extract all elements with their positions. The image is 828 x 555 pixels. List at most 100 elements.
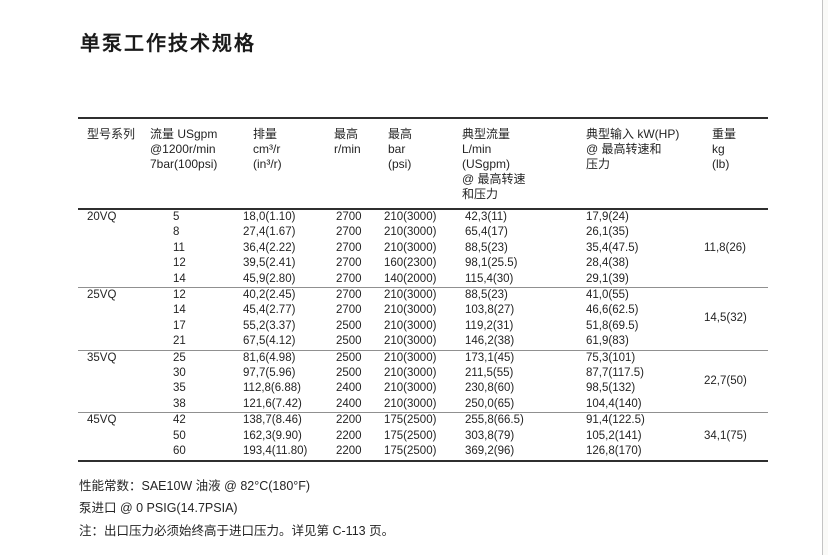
model-series-cell: 45VQ: [78, 412, 150, 461]
max-speed-cell: 2400: [336, 397, 362, 410]
typical-flow-cell: 42,3(11): [450, 208, 585, 226]
max-speed-cell: 2200: [336, 445, 362, 458]
max-speed-cell: 2700: [336, 241, 362, 254]
note-pump-inlet: 泵进口 @ 0 PSIG(14.7PSIA): [79, 501, 238, 515]
col-header-displacement: 排量 cm³/r (in³/r): [240, 117, 330, 210]
table-row: 25VQ 12 40,2(2.45) 2700 210(3000) 88,5(23) 41,…: [78, 287, 768, 351]
typical-flow-cell: 211,5(55): [465, 367, 514, 380]
max-speed-cell: 2700: [330, 287, 380, 304]
table-row: 38 121,6(7.42) 2400 210(3000) 250,0(65) 104,4…: [78, 397, 768, 413]
typical-flow-cell: 98,1(25.5): [465, 257, 518, 270]
flow-cell: 5: [150, 208, 240, 226]
table-row: 50 162,3(9.90) 2200 175(2500) 303,8(79) 105,2…: [78, 429, 768, 444]
max-speed-cell: 2700: [336, 272, 362, 285]
flow-cell: 14: [173, 272, 186, 285]
displacement-cell: 193,4(11.80): [243, 445, 308, 458]
max-pressure-cell: 210(3000): [384, 241, 437, 254]
weight-cell: 34,1(75): [700, 412, 768, 461]
typical-input-cell: 41,0(55): [585, 287, 700, 304]
flow-cell: 25: [150, 349, 240, 367]
typical-input-cell: 91,4(122.5): [585, 412, 700, 429]
flow-cell: 60: [173, 445, 186, 458]
typical-input-cell: 35,4(47.5): [586, 241, 639, 254]
typical-flow-cell: 115,4(30): [465, 272, 514, 285]
max-speed-cell: 2700: [336, 304, 362, 317]
model-series-cell: 35VQ: [78, 349, 150, 413]
displacement-cell: 39,5(2.41): [243, 257, 296, 270]
max-pressure-cell: 210(3000): [384, 304, 437, 317]
max-pressure-cell: 210(3000): [384, 382, 437, 395]
displacement-cell: 45,4(2.77): [243, 304, 296, 317]
max-pressure-cell: 210(3000): [380, 349, 450, 367]
max-pressure-cell: 210(3000): [384, 367, 437, 380]
displacement-cell: 162,3(9.90): [243, 429, 302, 442]
col-header-max-speed: 最高 r/min: [330, 117, 380, 210]
displacement-cell: 138,7(8.46): [240, 412, 330, 429]
table-row: 14 45,9(2.80) 2700 140(2000) 115,4(30) 29,1(3…: [78, 272, 768, 288]
typical-flow-cell: 230,8(60): [465, 382, 515, 395]
note-outlet-pressure: 注：出口压力必须始终高于进口压力。详见第 C-113 页。: [79, 523, 395, 538]
max-speed-cell: 2400: [336, 382, 362, 395]
typical-input-cell: 17,9(24): [585, 208, 700, 226]
max-pressure-cell: 210(3000): [380, 287, 450, 304]
displacement-cell: 67,5(4.12): [243, 335, 296, 348]
typical-input-cell: 28,4(38): [586, 257, 629, 270]
table-row: 8 27,4(1.67) 2700 210(3000) 65,4(17) 26,1(35): [78, 225, 768, 240]
typical-input-cell: 105,2(141): [586, 429, 642, 442]
flow-cell: 21: [173, 335, 186, 348]
max-pressure-cell: 210(3000): [380, 208, 450, 226]
max-speed-cell: 2700: [336, 226, 362, 239]
table-header: 型号系列 流量 USgpm @1200r/min 7bar(100psi) 排量 cm³/…: [78, 117, 768, 210]
weight-cell: 22,7(50): [700, 349, 768, 413]
col-header-typical-input: 典型输入 kW(HP) @ 最高转速和 压力: [585, 117, 700, 210]
displacement-cell: 18,0(1.10): [240, 208, 330, 226]
flow-cell: 50: [173, 429, 186, 442]
note-performance-constants: 性能常数：SAE10W 油液 @ 82°C(180°F): [79, 478, 311, 493]
max-pressure-cell: 175(2500): [384, 429, 437, 442]
typical-flow-cell: 119,2(31): [465, 319, 514, 332]
max-pressure-cell: 210(3000): [384, 397, 437, 410]
col-header-typical-flow: 典型流量 L/min (USgpm) @ 最高转速 和压力: [450, 117, 585, 210]
max-speed-cell: 2200: [336, 429, 362, 442]
max-pressure-cell: 210(3000): [384, 226, 437, 239]
model-series-cell: 25VQ: [78, 287, 150, 351]
spec-table: 型号系列 流量 USgpm @1200r/min 7bar(100psi) 排量 cm³/…: [78, 117, 768, 462]
header-row: 型号系列 流量 USgpm @1200r/min 7bar(100psi) 排量 cm³/…: [78, 117, 768, 210]
col-header-max-pressure: 最高 bar (psi): [380, 117, 450, 210]
table-row: 30 97,7(5.96) 2500 210(3000) 211,5(55) 87,7(1…: [78, 366, 768, 381]
max-pressure-cell: 210(3000): [384, 335, 437, 348]
flow-cell: 12: [150, 287, 240, 304]
displacement-cell: 97,7(5.96): [243, 367, 296, 380]
weight-cell: 14,5(32): [700, 287, 768, 351]
flow-cell: 35: [173, 382, 186, 395]
table-row: 11 36,4(2.22) 2700 210(3000) 88,5(23) 35,4(47…: [78, 241, 768, 256]
max-speed-cell: 2500: [330, 349, 380, 367]
col-header-flow: 流量 USgpm @1200r/min 7bar(100psi): [150, 117, 240, 210]
notes-block: 性能常数：SAE10W 油液 @ 82°C(180°F) 泵进口 @ 0 PSI…: [79, 475, 828, 543]
table-row: 12 39,5(2.41) 2700 160(2300) 98,1(25.5) 28,4(…: [78, 256, 768, 271]
max-speed-cell: 2200: [330, 412, 380, 429]
typical-input-cell: 61,9(83): [586, 335, 629, 348]
page-title: 单泵工作技术规格: [80, 33, 256, 55]
page-edge-band: [823, 0, 828, 555]
typical-input-cell: 26,1(35): [586, 226, 629, 239]
displacement-cell: 45,9(2.80): [243, 272, 296, 285]
max-speed-cell: 2500: [336, 367, 362, 380]
typical-input-cell: 126,8(170): [586, 445, 642, 458]
typical-input-cell: 29,1(39): [586, 272, 629, 285]
model-series-cell: 20VQ: [78, 208, 150, 288]
table-row: 17 55,2(3.37) 2500 210(3000) 119,2(31) 51,8(6…: [78, 319, 768, 334]
typical-flow-cell: 369,2(96): [465, 445, 515, 458]
page-edge-line: [822, 0, 823, 555]
typical-flow-cell: 250,0(65): [465, 397, 515, 410]
table-row: 45VQ 42 138,7(8.46) 2200 175(2500) 255,8(66.5…: [78, 412, 768, 461]
typical-input-cell: 51,8(69.5): [586, 319, 639, 332]
typical-flow-cell: 88,5(23): [465, 241, 508, 254]
max-speed-cell: 2500: [336, 319, 362, 332]
max-speed-cell: 2500: [336, 335, 362, 348]
flow-cell: 12: [173, 257, 186, 270]
col-header-model: 型号系列: [78, 117, 150, 210]
max-pressure-cell: 175(2500): [380, 412, 450, 429]
flow-cell: 14: [173, 304, 186, 317]
